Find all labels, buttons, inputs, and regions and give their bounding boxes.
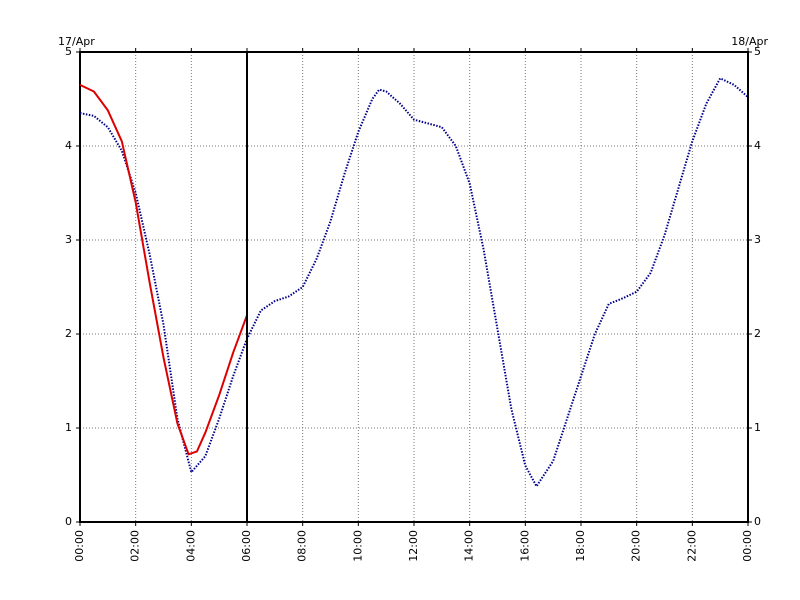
x-tick-label: 20:00 [630, 530, 643, 562]
x-tick-label: 06:00 [240, 530, 253, 562]
y2-tick-label: 5 [754, 45, 761, 58]
y2-tick-label: 4 [754, 139, 761, 152]
x-tick-label: 22:00 [685, 530, 698, 562]
x-tick-label: 16:00 [518, 530, 531, 562]
x-tick-label: 12:00 [407, 530, 420, 562]
x-tick-label: 00:00 [741, 530, 754, 562]
tide-line [79, 83, 248, 456]
x-tick-label: 14:00 [463, 530, 476, 562]
x-tick-label: 18:00 [574, 530, 587, 562]
x-tick-label: 00:00 [73, 530, 86, 562]
y-tick-label: 3 [65, 233, 72, 246]
y2-tick-label: 0 [754, 515, 761, 528]
y-tick-label: 0 [65, 515, 72, 528]
x-tick-label: 10:00 [351, 530, 364, 562]
y2-tick-label: 2 [754, 327, 761, 340]
start-date-label: 17/Apr [58, 35, 95, 48]
end-date-label: 18/Apr [731, 35, 768, 48]
y2-tick-label: 1 [754, 421, 761, 434]
y-tick-label: 2 [65, 327, 72, 340]
x-tick-label: 02:00 [129, 530, 142, 562]
y-tick-label: 4 [65, 139, 72, 152]
y-tick-label: 1 [65, 421, 72, 434]
x-tick-label: 08:00 [296, 530, 309, 562]
plot-frame [79, 51, 749, 523]
y2-tick-label: 3 [754, 233, 761, 246]
y-tick-label: 5 [65, 45, 72, 58]
x-tick-label: 04:00 [184, 530, 197, 562]
